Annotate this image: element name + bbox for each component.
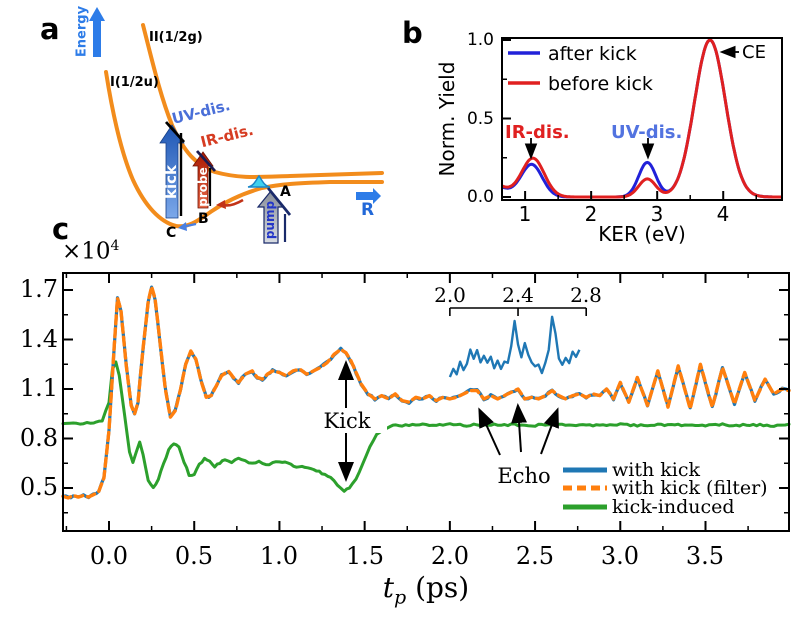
xlabel-subscript: p — [394, 586, 407, 609]
offset-exponent: 4 — [110, 238, 120, 254]
panel-c-xtick: 1.0 — [259, 542, 299, 570]
panel-c-xtick: 3.5 — [685, 542, 725, 570]
panel-c-xtick: 0.0 — [89, 542, 129, 570]
panel-c-ytick: 1.1 — [19, 374, 58, 402]
panel-c-xtick: 1.5 — [345, 542, 385, 570]
panel-c-label: c — [52, 212, 70, 246]
legend-label-with-kick: with kick — [612, 459, 700, 481]
panel-a-label: a — [40, 12, 60, 46]
echo-arrow-left-icon — [478, 407, 501, 456]
kick-arrow-icon — [159, 121, 186, 219]
panel-b-xtick: 2 — [584, 202, 598, 226]
lower-curve-label: I(1/2u) — [110, 75, 159, 90]
kick-motion-arrow-icon — [178, 222, 197, 231]
legend-label-kick-induced: kick-induced — [612, 496, 735, 518]
panel-c-ytick: 0.8 — [19, 424, 58, 452]
panel-b-ytick: 1.0 — [466, 30, 494, 50]
inset-xtick: 2.4 — [502, 283, 534, 307]
panel-c-ytick: 1.7 — [19, 275, 58, 303]
panel-b-xtick: 1 — [518, 202, 532, 226]
wavepacket-icon — [247, 174, 271, 188]
r-axis-arrow-icon — [356, 188, 381, 204]
panel-c-xlabel: tp (ps) — [326, 571, 526, 609]
panel-c-xtick: 3.0 — [600, 542, 640, 570]
probe-arrow-icon — [192, 150, 217, 209]
point-c-label: C — [166, 225, 177, 241]
panel-c-ytick: 0.5 — [19, 473, 58, 501]
echo-arrow-middle-icon — [511, 403, 528, 453]
ir-motion-arrow-icon — [216, 198, 244, 209]
panel-b-xlabel: KER (eV) — [598, 222, 686, 246]
panel-c-offset-label: ×104 — [62, 238, 119, 265]
upper-curve-label: II(1/2g) — [149, 30, 203, 45]
upper-potential-curve — [141, 23, 384, 180]
ir-annotation: IR-dis. — [505, 122, 570, 143]
point-a-label: A — [280, 184, 291, 200]
pump-arrow-icon — [256, 187, 292, 244]
inset-xtick: 2.8 — [570, 283, 602, 307]
xlabel-unit: (ps) — [406, 571, 470, 604]
panel-b-xtick: 4 — [716, 202, 730, 226]
panel-c-xtick: 2.0 — [430, 542, 470, 570]
panel-b-xtick: 3 — [650, 202, 664, 226]
panel-c-ytick: 1.4 — [19, 325, 58, 353]
panel-b-ytick: 0.0 — [466, 187, 494, 207]
uv-annotation: UV-dis. — [611, 122, 683, 143]
offset-mantissa: ×10 — [62, 238, 111, 265]
legend-label-with-kick-filter: with kick (filter) — [612, 477, 768, 499]
echo-arrow-right-icon — [540, 407, 559, 455]
panel-b-label: b — [402, 16, 423, 50]
panel-b-plot — [501, 37, 783, 201]
energy-axis-arrow-icon — [89, 7, 105, 57]
kick-annotation: Kick — [307, 409, 387, 433]
r-axis-label: R — [361, 200, 375, 220]
panel-a-diagram — [89, 7, 384, 244]
legend-label-before-kick: before kick — [548, 73, 653, 95]
legend-label-after-kick: after kick — [548, 43, 637, 65]
panel-c-xtick: 2.5 — [515, 542, 555, 570]
point-b-label: B — [198, 211, 209, 227]
lower-potential-curve — [104, 70, 384, 229]
inset-xtick: 2.0 — [434, 283, 466, 307]
ce-annotation: CE — [742, 42, 766, 63]
panel-b-ytick: 0.5 — [466, 109, 494, 129]
panel-c-xtick: 0.5 — [174, 542, 214, 570]
xlabel-symbol: t — [382, 571, 395, 604]
echo-annotation: Echo — [497, 464, 551, 488]
